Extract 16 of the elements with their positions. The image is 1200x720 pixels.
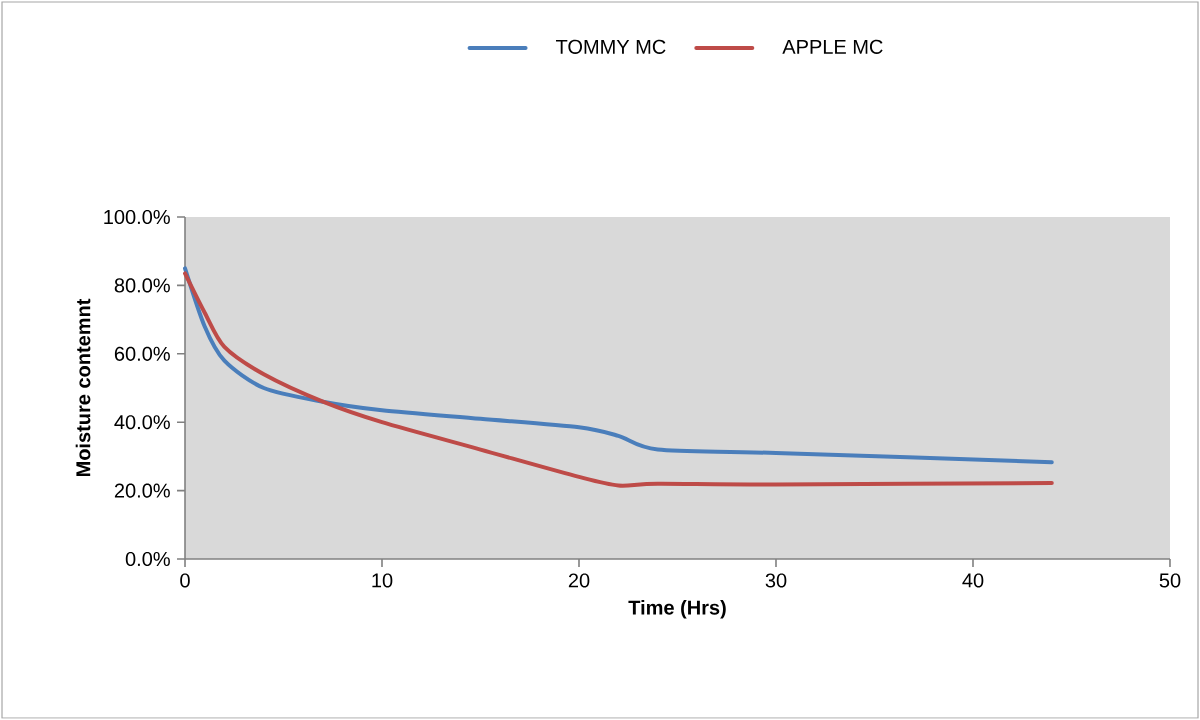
x-tick-label: 30 xyxy=(765,573,787,588)
y-tick-label: 20.0% xyxy=(114,483,170,498)
x-tick-label: 10 xyxy=(372,573,393,588)
x-tick-label: 20 xyxy=(568,573,590,588)
x-tick-label: 0 xyxy=(180,573,190,588)
y-tick-label: 100.0% xyxy=(104,209,170,225)
y-tick-label: 80.0% xyxy=(114,278,170,293)
x-tick-label: 40 xyxy=(962,573,984,588)
legend-label: APPLE MC xyxy=(782,39,883,54)
y-tick-label: 0.0% xyxy=(125,551,170,567)
y-tick-label: 60.0% xyxy=(114,346,170,361)
x-tick-label: 50 xyxy=(1159,573,1181,588)
x-axis-title: Time (Hrs) xyxy=(628,599,726,619)
legend-label: TOMMY MC xyxy=(556,39,666,54)
y-tick-label: 40.0% xyxy=(114,415,170,430)
y-axis-title: Moisture contemnt xyxy=(75,298,91,477)
